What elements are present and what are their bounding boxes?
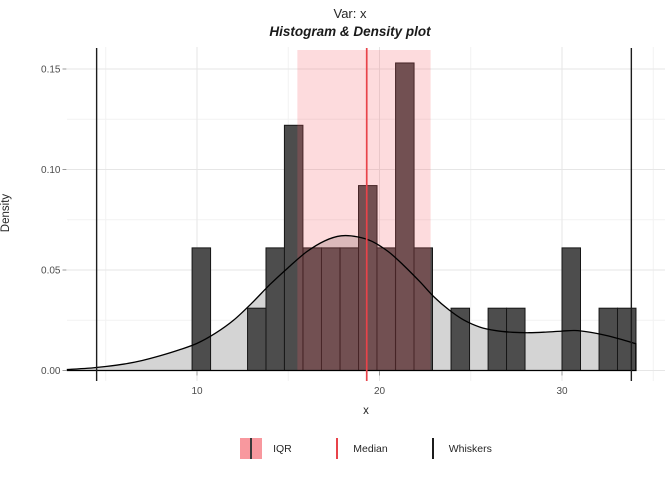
histogram-bar <box>265 247 285 371</box>
x-tick-label: 20 <box>374 386 386 397</box>
histogram-bar <box>598 307 619 372</box>
legend-item-iqr: IQR <box>240 438 292 459</box>
histogram-bar <box>506 307 526 372</box>
y-tick-label: 0.05 <box>41 266 61 277</box>
legend-label: Whiskers <box>448 442 492 455</box>
x-axis-title: x <box>363 405 369 417</box>
plot-subtitle: Histogram & Density plot <box>269 24 431 39</box>
legend-label: IQR <box>273 442 292 455</box>
legend-item-median: Median <box>335 438 388 459</box>
histogram-bar <box>247 307 267 372</box>
legend: IQR Median Whiskers <box>67 438 665 459</box>
legend-key-whiskers-line <box>431 438 434 459</box>
histogram-bar <box>561 247 582 371</box>
x-tick-label: 10 <box>191 386 203 397</box>
legend-item-whiskers: Whiskers <box>431 438 492 459</box>
legend-key-median-line <box>335 438 339 459</box>
legend-key-iqr-swatch <box>240 438 263 459</box>
iqr-band <box>297 50 431 371</box>
x-tick-label: 30 <box>556 386 568 397</box>
y-tick-label: 0.00 <box>41 366 61 377</box>
plot-title: Var: x <box>333 6 367 21</box>
legend-label: Median <box>353 442 388 455</box>
y-tick-label: 0.15 <box>41 65 61 76</box>
histogram-bar <box>487 307 508 372</box>
y-tick-label: 0.10 <box>41 165 61 176</box>
legend-key-inner-line <box>250 438 252 459</box>
density-curve <box>66 234 637 372</box>
histogram-bar <box>191 247 212 371</box>
